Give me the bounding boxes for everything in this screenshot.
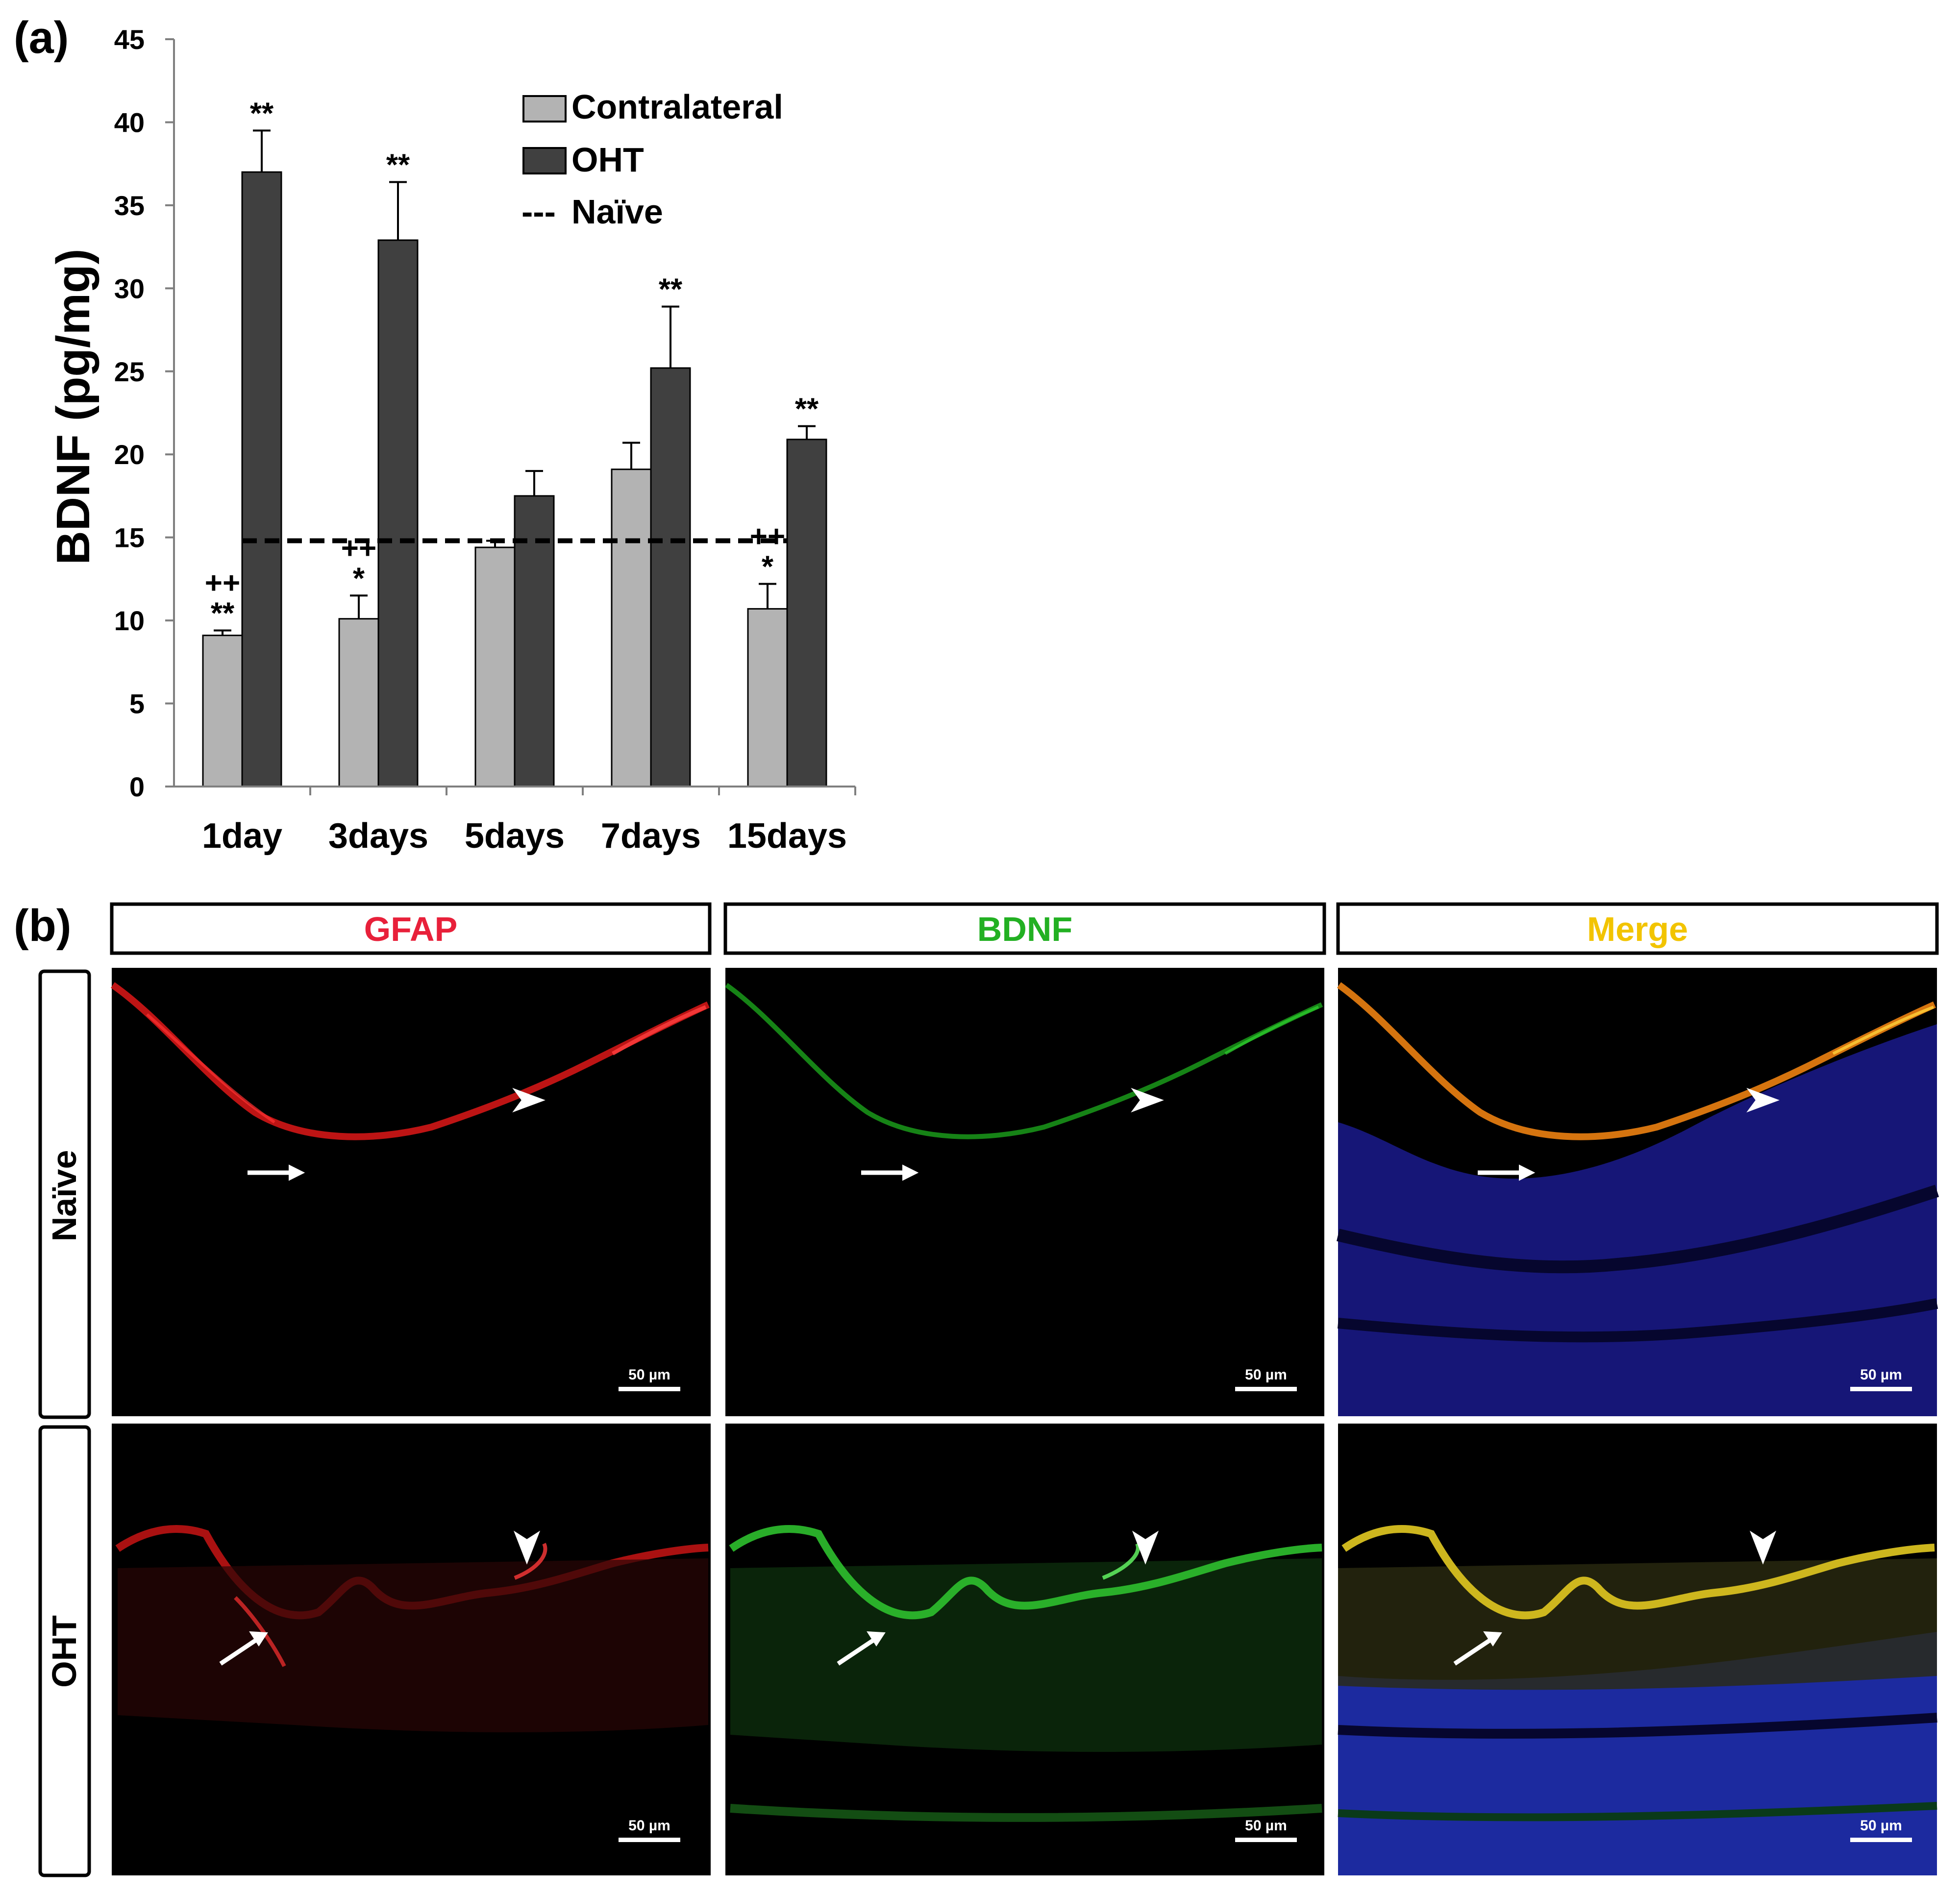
significance-marker: ** [659, 273, 683, 307]
column-header-bdnf: BDNF [723, 902, 1326, 955]
scale-bars: 50 µm 50 µm 50 µm 50 µm 50 µm 50 µm [619, 1367, 1912, 1842]
significance-marker: ** [250, 97, 274, 130]
micrograph-oht-gfap [112, 1424, 711, 1875]
significance-marker: ++ [205, 566, 240, 600]
scale-bar-label: 50 µm [1245, 1367, 1287, 1383]
arrow-icon [902, 1164, 919, 1181]
arrowhead-icon [1131, 1087, 1164, 1113]
significance-marker: ** [795, 393, 819, 426]
bar-contralateral-3days [338, 618, 379, 788]
y-tick-label: 15 [114, 522, 145, 553]
bar-oht-7days [650, 367, 691, 788]
arrow-icon [289, 1164, 305, 1181]
scale-bar [1235, 1838, 1297, 1842]
scale-bar [619, 1387, 680, 1391]
bar-contralateral-5days [474, 546, 516, 788]
micrograph-naive-bdnf [725, 968, 1324, 1416]
x-tick-label: 15days [727, 816, 847, 856]
arrow-icon [249, 1631, 268, 1647]
arrow-icon [219, 1637, 259, 1666]
legend: Contralateral OHT --- Naïve [521, 88, 783, 231]
y-tick-label: 40 [114, 107, 145, 138]
row-label-naive-text: Naïve [45, 1150, 83, 1242]
error-bar-group [214, 129, 816, 636]
column-header-gfap: GFAP [110, 902, 712, 955]
panel-a-label: (a) [14, 13, 69, 63]
arrow-icon [1483, 1631, 1502, 1647]
y-tick-label: 30 [114, 273, 145, 304]
arrowhead-icon [512, 1087, 546, 1113]
scale-bar [1235, 1387, 1297, 1391]
scale-bar-label: 50 µm [628, 1367, 670, 1383]
scale-bar [619, 1838, 680, 1842]
legend-swatch-oht [522, 147, 567, 174]
scale-bar-label: 50 µm [1860, 1367, 1902, 1383]
y-axis-label: BDNF (pg/mg) [47, 248, 99, 565]
legend-dash-naive: --- [521, 193, 556, 231]
y-tick-label: 35 [114, 190, 145, 221]
x-tick-label: 5days [465, 816, 565, 856]
scale-bar-label: 50 µm [628, 1818, 670, 1834]
arrow-icon [867, 1631, 886, 1647]
x-tick-label: 7days [601, 816, 701, 856]
scale-bar-label: 50 µm [1860, 1818, 1902, 1834]
x-axis-tick-labels: 1day 3days 5days 7days 15days [202, 787, 856, 856]
scale-bar [1850, 1387, 1912, 1391]
scale-bar-label: 50 µm [1245, 1818, 1287, 1834]
micrograph-oht-bdnf [725, 1424, 1324, 1875]
bar-contralateral-15days [747, 608, 788, 788]
scale-bar [1850, 1838, 1912, 1842]
bar-group [202, 171, 827, 788]
arrowhead-icon [513, 1530, 541, 1565]
y-tick-label: 5 [129, 689, 145, 719]
y-tick-label: 0 [129, 771, 145, 802]
micrograph-naive-merge [1337, 968, 1939, 1416]
significance-marker: ** [211, 596, 235, 630]
y-tick-label: 10 [114, 605, 145, 636]
legend-swatch-contralateral [522, 95, 567, 123]
y-tick-label: 25 [114, 356, 145, 387]
column-header-merge: Merge [1336, 902, 1939, 955]
arrowhead-icon [1749, 1530, 1777, 1565]
significance-marker: ++ [341, 531, 376, 565]
significance-marker: ** [386, 148, 410, 182]
annotation-arrows [219, 1087, 1780, 1666]
arrow-icon [1519, 1164, 1536, 1181]
column-header-merge-text: Merge [1587, 910, 1688, 948]
x-tick-label: 1day [202, 816, 282, 856]
row-label-oht-text: OHT [45, 1615, 83, 1688]
significance-marker: * [762, 550, 774, 584]
bar-oht-1day [241, 171, 282, 788]
column-header-gfap-text: GFAP [364, 910, 458, 948]
micrograph-oht-merge [1338, 1424, 1937, 1875]
significance-annotations: **++***++*****++** [205, 97, 819, 630]
bar-contralateral-7days [611, 468, 652, 788]
arrow-icon [1453, 1637, 1493, 1666]
bar-oht-3days [377, 239, 419, 788]
x-tick-label: 3days [328, 816, 428, 856]
arrowhead-icon [1132, 1530, 1159, 1565]
legend-label-contralateral: Contralateral [571, 88, 783, 126]
panel-b-label: (b) [14, 901, 71, 951]
legend-label-oht: OHT [571, 141, 644, 179]
y-tick-label: 45 [114, 24, 145, 55]
micrograph-grid: 50 µm 50 µm 50 µm 50 µm 50 µm 50 µm [110, 968, 1939, 1875]
arrowhead-icon [1746, 1087, 1780, 1113]
y-axis-ticks: 0 5 10 15 20 25 30 35 40 45 [114, 24, 174, 802]
micrograph-naive-gfap [110, 968, 711, 1416]
y-tick-label: 20 [114, 439, 145, 470]
legend-label-naive: Naïve [571, 193, 663, 231]
bar-oht-15days [786, 439, 827, 788]
significance-marker: * [353, 562, 365, 595]
significance-marker: ++ [750, 520, 785, 554]
arrow-icon [837, 1637, 876, 1666]
column-header-bdnf-text: BDNF [977, 910, 1072, 948]
row-label-oht: OHT [38, 1425, 91, 1877]
bar-contralateral-1day [202, 635, 243, 788]
row-label-naive: Naïve [38, 969, 91, 1419]
